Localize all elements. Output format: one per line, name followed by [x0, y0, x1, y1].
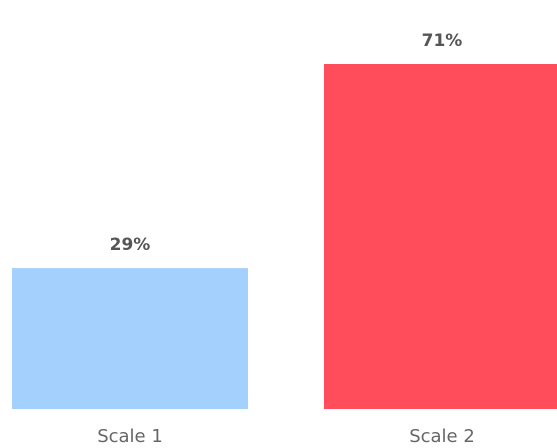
- category-label-2: Scale 2: [409, 426, 475, 447]
- data-label-2: 71%: [422, 31, 463, 51]
- bar-1: [12, 268, 248, 409]
- bar-2: [324, 64, 557, 409]
- bars-group: [12, 64, 557, 409]
- category-labels-group: Scale 1 Scale 2: [97, 426, 475, 447]
- data-label-1: 29%: [110, 235, 151, 255]
- data-labels-group: 29% 71%: [110, 31, 463, 255]
- category-label-1: Scale 1: [97, 426, 163, 447]
